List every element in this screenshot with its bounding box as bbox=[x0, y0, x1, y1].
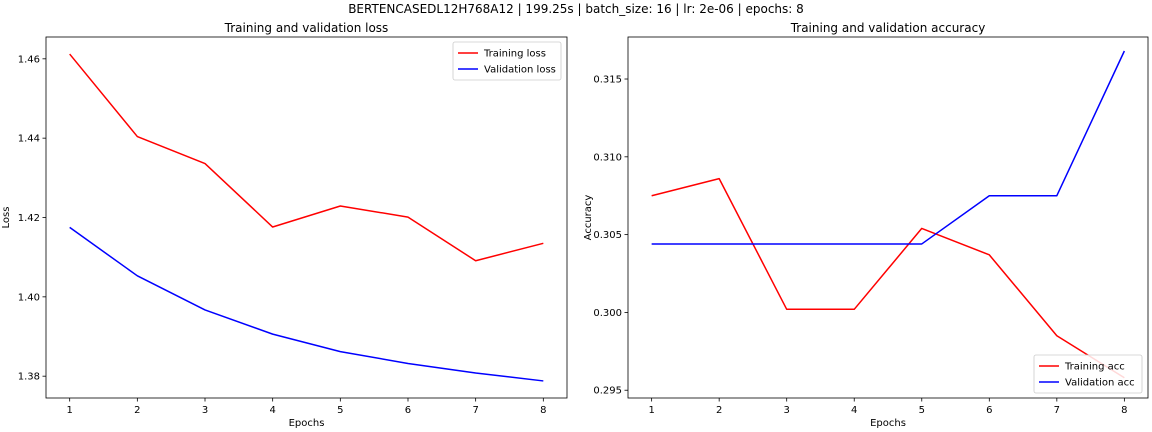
loss-chart: Training and validation loss 1 2 3 4 5 6 7 8 1.38… bbox=[1, 21, 568, 429]
legend-label-1: Validation acc bbox=[1065, 378, 1135, 389]
axes-frame bbox=[45, 36, 568, 399]
series-line-0 bbox=[69, 53, 544, 262]
x-tick-label: 6 bbox=[405, 405, 411, 416]
x-tick-label: 5 bbox=[337, 405, 343, 416]
y-tick-label: 1.38 bbox=[18, 372, 40, 383]
legend-box bbox=[452, 41, 562, 81]
series-line-0 bbox=[651, 177, 1125, 379]
figure-suptitle: BERTENCASEDL12H768A12 | 199.25s | batch_… bbox=[348, 2, 804, 16]
x-axis-label: Epochs bbox=[870, 418, 906, 429]
x-tick-label: 1 bbox=[66, 405, 72, 416]
x-tick-label: 7 bbox=[472, 405, 478, 416]
x-tick-label: 2 bbox=[716, 405, 722, 416]
y-tick-label: 0.310 bbox=[593, 152, 622, 163]
y-tick-label: 1.42 bbox=[18, 213, 40, 224]
legend-label-0: Training acc bbox=[1064, 362, 1125, 373]
chart-title: Training and validation accuracy bbox=[790, 21, 986, 35]
x-tick-label: 2 bbox=[134, 405, 140, 416]
x-tick-label: 3 bbox=[784, 405, 790, 416]
legend-box bbox=[1033, 354, 1143, 394]
axes-frame bbox=[627, 36, 1149, 399]
y-tick-label: 1.46 bbox=[18, 54, 40, 65]
x-tick-label: 1 bbox=[648, 405, 654, 416]
series-line-1 bbox=[69, 226, 544, 382]
series-line-1 bbox=[651, 50, 1126, 245]
y-tick-label: 0.305 bbox=[593, 230, 622, 241]
x-tick-label: 8 bbox=[540, 405, 546, 416]
x-tick-label: 3 bbox=[202, 405, 208, 416]
x-tick-label: 6 bbox=[986, 405, 992, 416]
y-tick-label: 0.295 bbox=[593, 386, 622, 397]
y-tick-label: 1.44 bbox=[18, 134, 40, 145]
y-tick-label: 1.40 bbox=[18, 292, 40, 303]
legend-label-1: Validation loss bbox=[484, 65, 556, 76]
chart-title: Training and validation loss bbox=[224, 21, 389, 35]
x-tick-label: 5 bbox=[919, 405, 925, 416]
x-tick-label: 7 bbox=[1054, 405, 1060, 416]
accuracy-chart: Training and validation accuracy 1 2 3 4 5 6 7 8… bbox=[583, 21, 1149, 429]
x-tick-label: 8 bbox=[1121, 405, 1127, 416]
y-tick-label: 0.300 bbox=[593, 308, 622, 319]
y-axis-label: Loss bbox=[1, 207, 12, 229]
legend: Training loss Validation loss bbox=[452, 41, 562, 81]
y-axis-label: Accuracy bbox=[583, 195, 594, 241]
x-tick-label: 4 bbox=[851, 405, 857, 416]
x-axis-label: Epochs bbox=[289, 418, 325, 429]
legend-label-0: Training loss bbox=[483, 49, 546, 60]
x-tick-label: 4 bbox=[269, 405, 275, 416]
legend: Training acc Validation acc bbox=[1033, 354, 1143, 394]
y-tick-label: 0.315 bbox=[593, 75, 622, 86]
